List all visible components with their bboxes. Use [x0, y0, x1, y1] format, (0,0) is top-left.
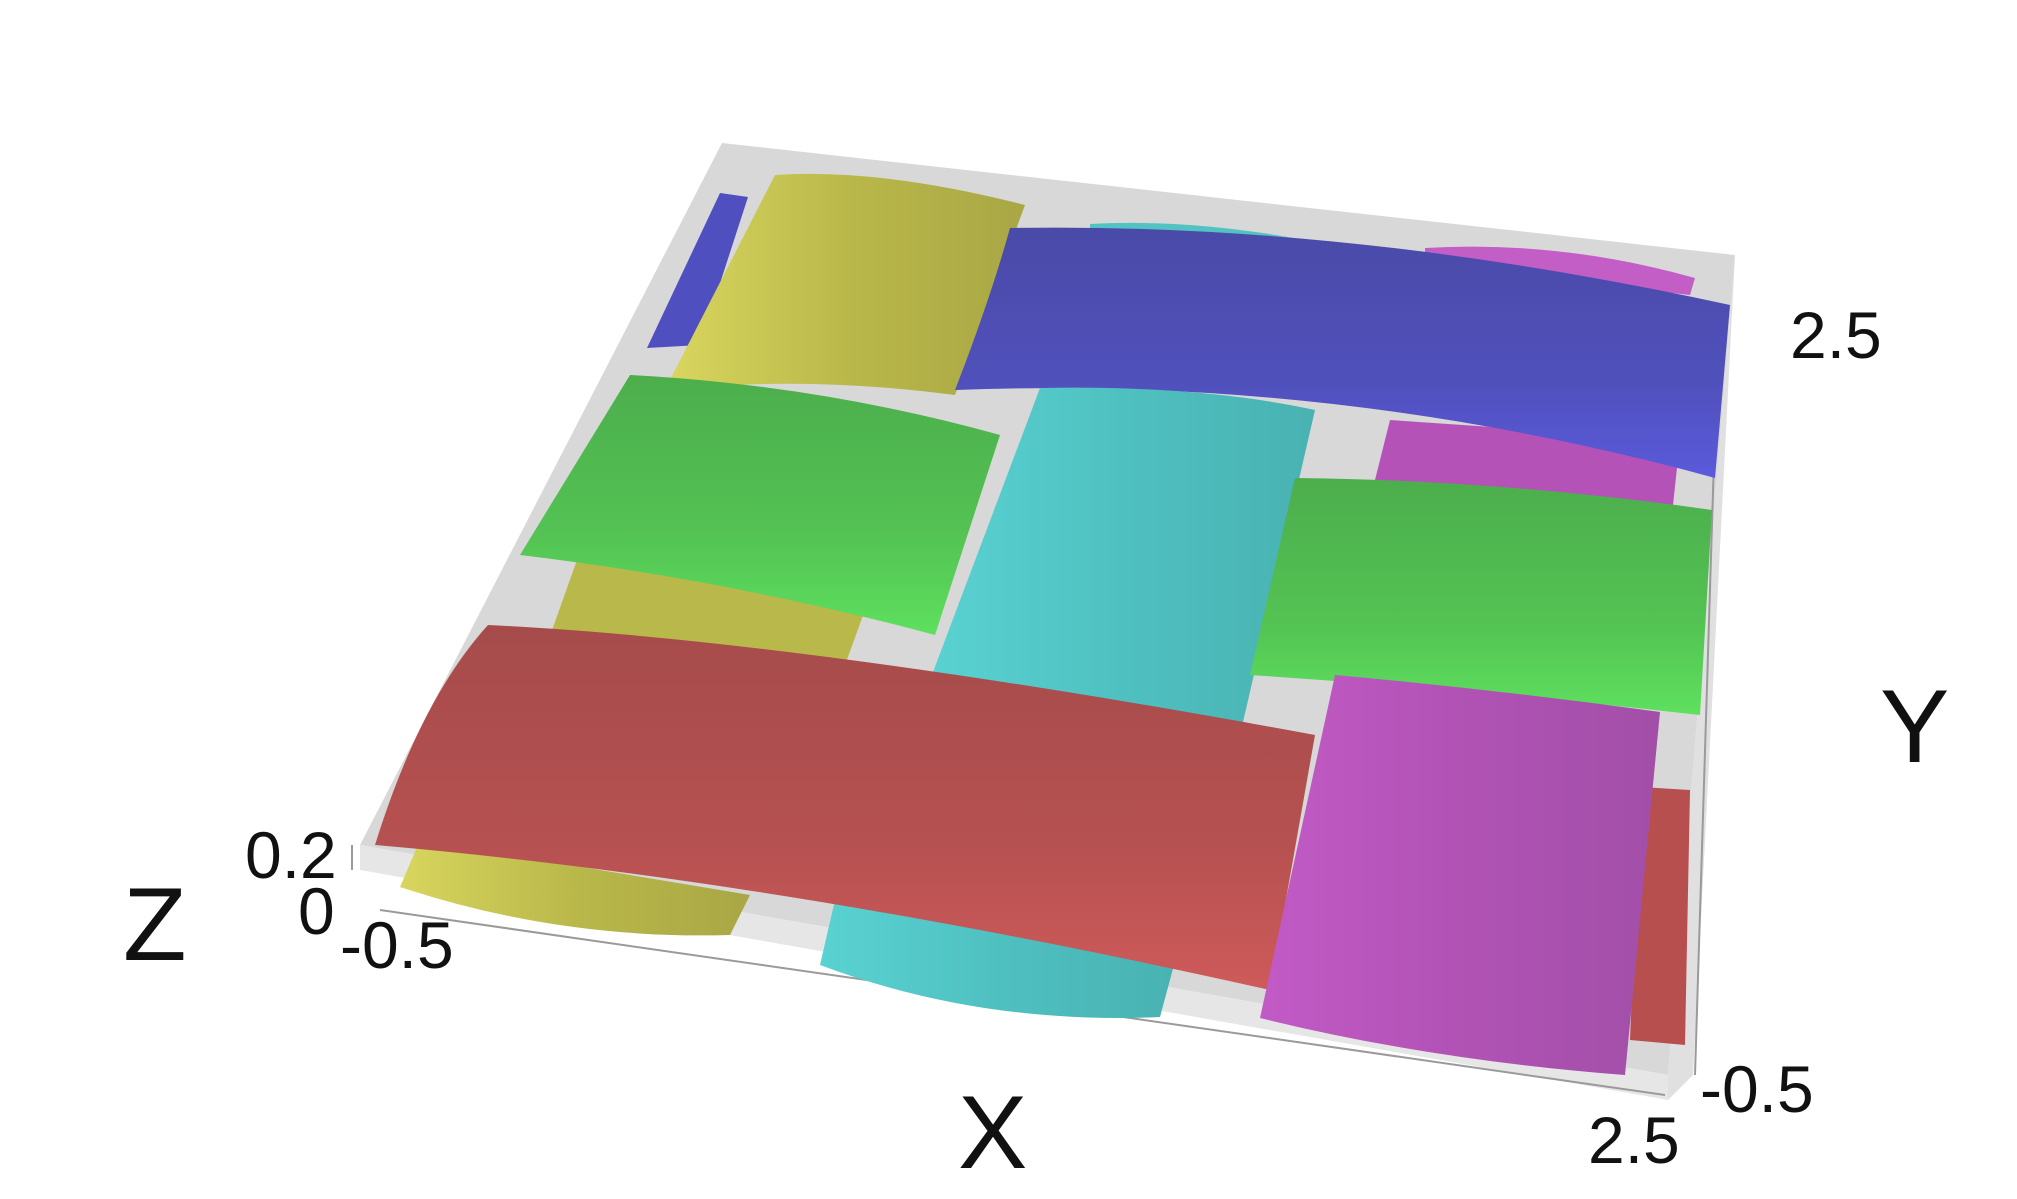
yellow-strand-upper-segment	[670, 173, 1025, 395]
x-axis-min-tick: -0.5	[340, 908, 454, 982]
yellow-strand-front-end	[400, 840, 750, 936]
magenta-strand-back-end	[1425, 246, 1695, 295]
blue-strand-back-end	[647, 193, 748, 348]
y-axis-min-tick: -0.5	[1700, 1052, 1814, 1126]
y-axis-title: Y	[1880, 669, 1949, 785]
y-axis-max-tick: 2.5	[1790, 298, 1882, 372]
z-axis-tick-0: 0	[298, 874, 335, 948]
magenta-strand-front-segment	[1260, 675, 1660, 1075]
cyan-strand-front-end	[820, 900, 1178, 1018]
green-strand-left-segment	[520, 375, 1000, 635]
blue-strand	[955, 227, 1730, 478]
x-axis-max-tick: 2.5	[1588, 1103, 1680, 1177]
cyan-strand-middle-segment	[930, 387, 1315, 735]
red-strand	[375, 625, 1315, 990]
x-axis-title: X	[958, 1075, 1027, 1191]
z-axis-title: Z	[123, 867, 187, 983]
green-strand-right-segment	[1250, 478, 1712, 715]
z-axis-tick-0.2: 0.2	[245, 818, 337, 892]
